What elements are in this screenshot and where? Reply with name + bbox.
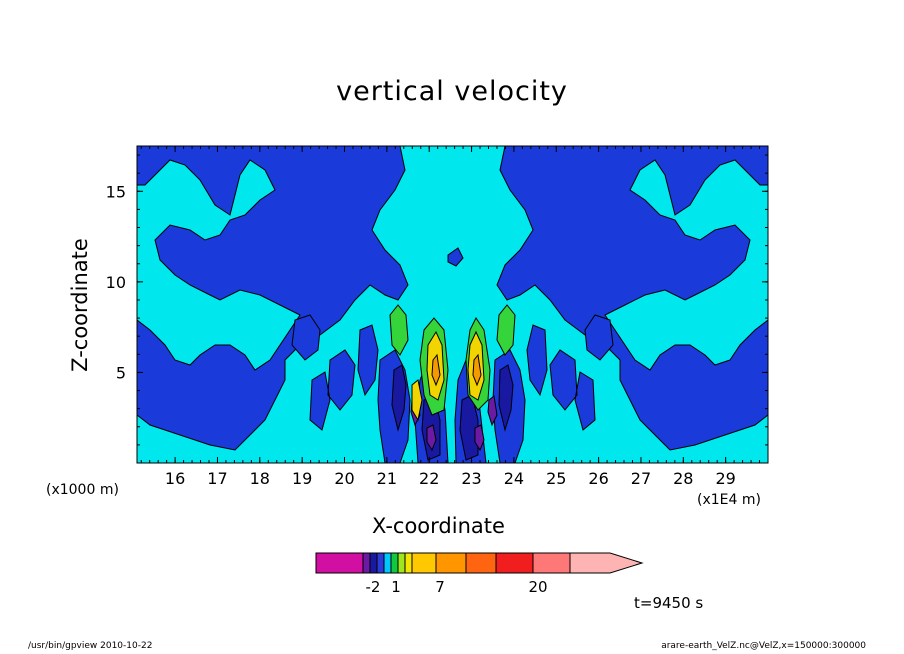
y-tick-label: 15 xyxy=(106,182,126,201)
y-tick-label: 5 xyxy=(116,363,126,382)
colorbar: -2 1 7 20 xyxy=(315,552,644,596)
plot-frame xyxy=(136,145,769,464)
y-tick-label: 10 xyxy=(106,273,126,292)
x-tick-label: 28 xyxy=(673,469,693,488)
x-tick-label: 21 xyxy=(377,469,397,488)
colorbar-segment xyxy=(404,552,413,574)
x-unit-left-label: (x1000 m) xyxy=(46,482,119,498)
colorbar-segment xyxy=(435,552,467,574)
x-tick-label: 23 xyxy=(461,469,481,488)
colorbar-segment xyxy=(383,552,392,574)
colorbar-segment xyxy=(315,552,364,574)
contour-blue-right xyxy=(496,146,768,451)
chart-title: vertical velocity xyxy=(336,76,568,107)
contour-purple-cores xyxy=(410,395,498,452)
contour-field xyxy=(137,146,768,463)
colorbar-segment xyxy=(390,552,399,574)
colorbar-label: -2 xyxy=(366,578,381,596)
colorbar-label: 7 xyxy=(435,578,445,596)
x-tick-label: 24 xyxy=(504,469,524,488)
y-axis-ticks: 5 10 15 xyxy=(106,154,768,446)
colorbar-segment xyxy=(397,552,406,574)
time-label: t=9450 s xyxy=(634,594,704,612)
contour-blue-lower-left xyxy=(291,314,379,431)
x-tick-label: 18 xyxy=(250,469,270,488)
contour-yellow xyxy=(411,330,485,422)
colorbar-label: 20 xyxy=(528,578,547,596)
colorbar-segment xyxy=(495,552,534,574)
x-unit-right-label: (x1E4 m) xyxy=(697,492,761,508)
colorbar-segment xyxy=(376,552,385,574)
colorbar-label: 1 xyxy=(391,578,401,596)
x-tick-label: 19 xyxy=(292,469,312,488)
y-axis-label: Z-coordinate xyxy=(68,238,92,372)
colorbar-segment xyxy=(465,552,497,574)
x-tick-label: 25 xyxy=(546,469,566,488)
colorbar-segment xyxy=(411,552,437,574)
x-tick-label: 27 xyxy=(631,469,651,488)
x-axis-ticks: 16 17 18 19 20 21 22 23 24 25 26 27 28 29 xyxy=(140,146,769,488)
contour-blue-lower-right xyxy=(526,314,614,431)
footer-left-text: /usr/bin/gpview 2010-10-22 xyxy=(28,641,153,651)
contour-blue-left xyxy=(137,146,409,451)
footer-right-text: arare-earth_VelZ.nc@VelZ,x=150000:300000 xyxy=(661,641,866,651)
x-tick-label: 16 xyxy=(165,469,185,488)
colorbar-segment xyxy=(369,552,378,574)
colorbar-segment xyxy=(362,552,371,574)
x-tick-label: 22 xyxy=(419,469,439,488)
colorbar-segment xyxy=(532,552,571,574)
x-tick-label: 26 xyxy=(588,469,608,488)
x-tick-label: 29 xyxy=(715,469,735,488)
x-axis-label: X-coordinate xyxy=(372,514,505,538)
colorbar-arrow xyxy=(569,552,644,574)
contour-orange xyxy=(431,353,482,387)
x-tick-label: 20 xyxy=(334,469,354,488)
contour-darkblue-cores xyxy=(391,364,514,461)
x-tick-label: 17 xyxy=(207,469,227,488)
